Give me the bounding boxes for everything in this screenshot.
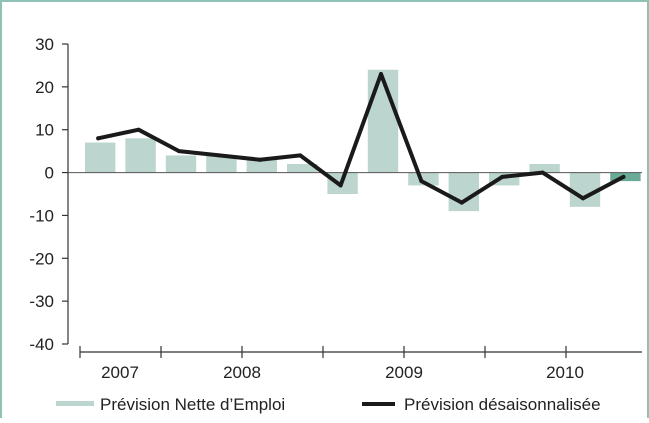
bar [367, 69, 399, 173]
y-tick-label: -30 [29, 292, 54, 311]
line-point [540, 170, 545, 175]
bar [529, 164, 560, 173]
line-point [338, 183, 343, 188]
bar [85, 142, 116, 173]
bar [206, 155, 237, 173]
y-tick-label: -10 [29, 206, 54, 225]
x-year-label: 2010 [546, 363, 584, 382]
line-point [459, 200, 464, 205]
bar [448, 172, 479, 212]
line-point [257, 157, 262, 162]
legend-swatch-bar [56, 401, 94, 406]
line-point [500, 174, 505, 179]
y-tick-label: 0 [45, 164, 54, 183]
y-axis: 30 20 10 0 -10 -20 -30 -40 [29, 35, 69, 354]
line-point [298, 153, 303, 158]
bar [287, 164, 318, 173]
line-point [581, 196, 585, 201]
bar-series [85, 69, 641, 212]
line-point [217, 153, 222, 158]
y-tick-label: -20 [29, 249, 54, 268]
legend-label-line: Prévision désaisonnalisée [404, 395, 601, 414]
x-axis: 2007 2008 2009 2010 [79, 346, 642, 382]
line-point [621, 174, 626, 179]
x-year-label: 2008 [223, 363, 261, 382]
line-point [419, 179, 424, 184]
legend: Prévision Nette d’Emploi Prévision désai… [56, 395, 601, 414]
line-point [379, 72, 383, 76]
x-year-label: 2007 [101, 363, 139, 382]
bar [246, 159, 277, 173]
y-tick-label: -40 [29, 335, 54, 354]
bar [165, 155, 197, 173]
line-point [96, 136, 101, 141]
line-point [177, 149, 181, 154]
x-year-label: 2009 [385, 363, 423, 382]
line-point [136, 127, 141, 132]
bar [408, 172, 439, 186]
line-path [96, 72, 626, 205]
y-tick-label: 20 [35, 78, 54, 97]
line-series [96, 72, 626, 205]
y-tick-label: 10 [35, 121, 54, 140]
bar [125, 138, 156, 173]
legend-label-bar: Prévision Nette d’Emploi [100, 395, 285, 414]
y-tick-label: 30 [35, 35, 54, 54]
